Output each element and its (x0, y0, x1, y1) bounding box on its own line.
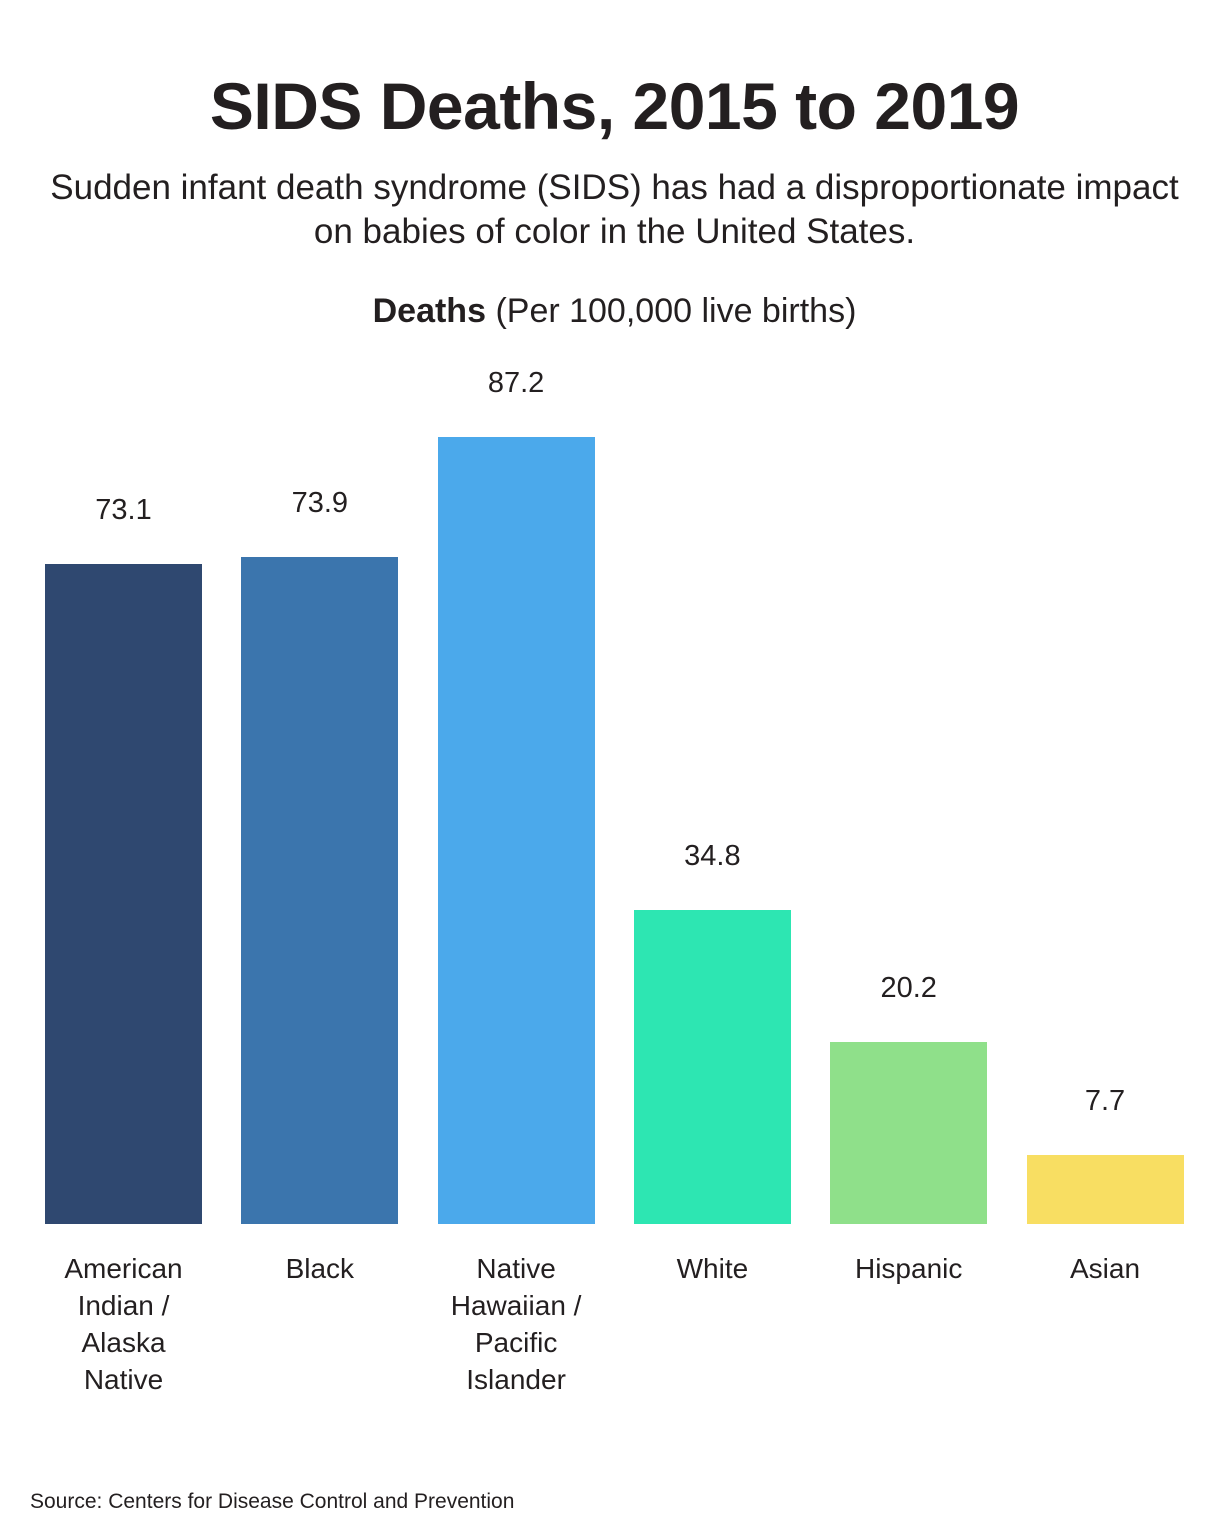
category-label: American Indian / Alaska Native (64, 1253, 183, 1395)
source-note: Source: Centers for Disease Control and … (30, 1490, 515, 1513)
y-axis-label: Deaths (Per 100,000 live births) (0, 292, 1229, 331)
bar (437, 437, 595, 1224)
category-label: Native Hawaiian / Pacific Islander (450, 1253, 582, 1395)
y-axis-label-bold: Deaths (372, 292, 486, 330)
value-label: 73.9 (291, 487, 349, 520)
y-axis-label-units: (Per 100,000 live births) (495, 292, 857, 330)
bar (45, 564, 202, 1224)
chart-title: SIDS Deaths, 2015 to 2019 (209, 69, 1020, 143)
category-label: Hispanic (854, 1253, 963, 1284)
category-label: Black (285, 1253, 355, 1284)
value-label: 34.8 (684, 839, 741, 872)
category-label: Asian (1069, 1253, 1141, 1284)
bar (830, 1041, 988, 1224)
value-label: 73.1 (95, 494, 152, 527)
bar (1026, 1154, 1184, 1224)
bar (633, 909, 791, 1224)
value-label: 20.2 (880, 971, 937, 1004)
bar (241, 557, 399, 1224)
chart-subtitle: Sudden infant death syndrome (SIDS) has … (50, 168, 1179, 251)
category-label: White (676, 1253, 749, 1284)
value-label: 87.2 (487, 367, 545, 399)
value-label: 7.7 (1084, 1084, 1126, 1117)
